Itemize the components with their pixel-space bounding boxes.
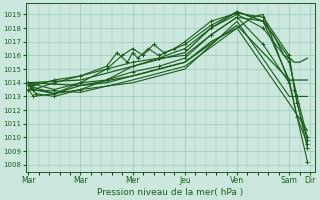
- X-axis label: Pression niveau de la mer( hPa ): Pression niveau de la mer( hPa ): [97, 188, 244, 197]
